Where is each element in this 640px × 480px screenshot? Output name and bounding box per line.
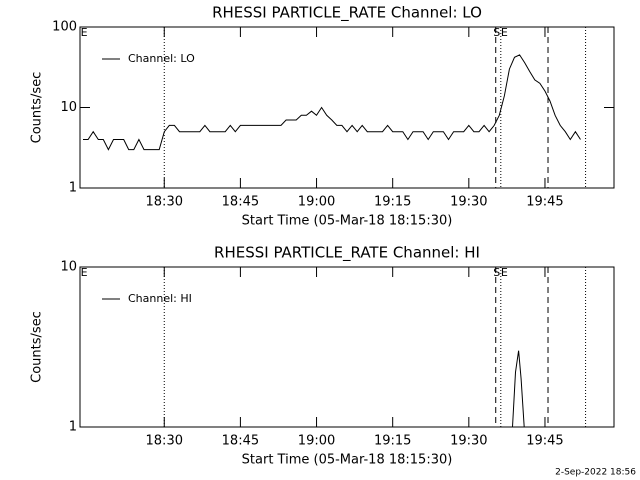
- x-tick-label: 19:00: [298, 434, 335, 449]
- y-tick-label: 10: [60, 260, 77, 275]
- x-tick-label: 19:15: [374, 195, 411, 210]
- data-line: [512, 350, 525, 428]
- y-tick-label: 1: [69, 420, 77, 435]
- plot-frame: [79, 266, 615, 428]
- legend-label: Channel: LO: [128, 52, 195, 65]
- x-axis-label: Start Time (05-Mar-18 18:15:30): [242, 453, 453, 468]
- timestamp: 2-Sep-2022 18:56: [555, 468, 636, 478]
- x-tick-label: 18:45: [222, 434, 259, 449]
- y-axis-label: Counts/sec: [30, 311, 45, 383]
- x-tick-label: 19:45: [526, 434, 563, 449]
- legend-label: Channel: HI: [128, 292, 192, 305]
- data-line: [83, 54, 581, 151]
- x-tick-label: 19:30: [450, 195, 487, 210]
- x-tick-label: 19:45: [526, 195, 563, 210]
- x-tick-label: 19:30: [450, 434, 487, 449]
- annotation: S: [493, 266, 500, 279]
- y-tick-label: 1: [69, 181, 77, 196]
- y-tick-label: 10: [60, 100, 77, 115]
- x-tick-label: 18:45: [222, 195, 259, 210]
- annotation: E: [501, 266, 508, 279]
- chart-title: RHESSI PARTICLE_RATE Channel: LO: [212, 4, 482, 23]
- annotation: S: [493, 26, 500, 39]
- annotation: E: [81, 26, 88, 39]
- y-tick-label: 100: [52, 20, 77, 35]
- annotation: E: [501, 26, 508, 39]
- y-axis-label: Counts/sec: [30, 72, 45, 144]
- x-tick-label: 18:30: [146, 434, 183, 449]
- chart-title: RHESSI PARTICLE_RATE Channel: HI: [214, 244, 480, 263]
- x-tick-label: 19:00: [298, 195, 335, 210]
- x-tick-label: 18:30: [146, 195, 183, 210]
- x-axis-label: Start Time (05-Mar-18 18:15:30): [242, 214, 453, 229]
- annotation: E: [81, 266, 88, 279]
- x-tick-label: 19:15: [374, 434, 411, 449]
